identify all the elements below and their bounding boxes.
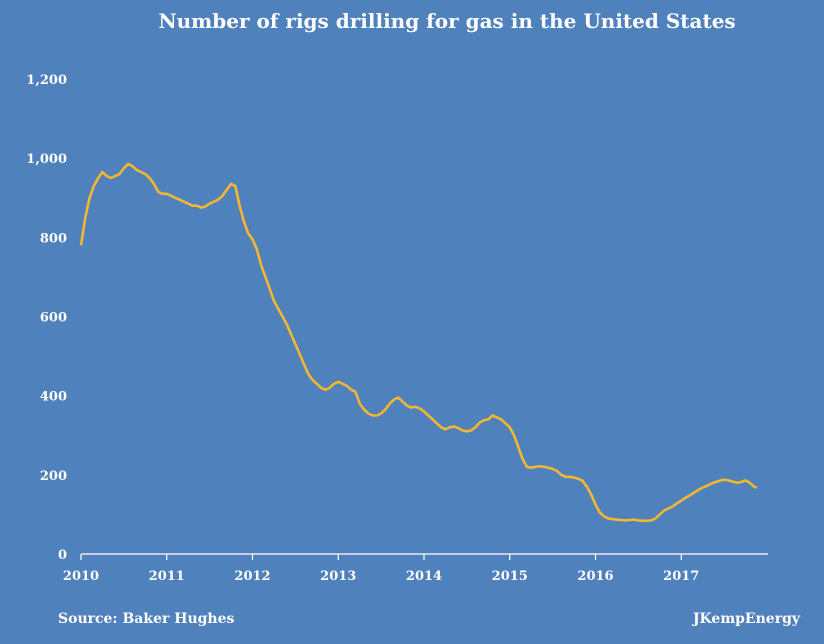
x-tick-label: 2011	[149, 569, 185, 584]
source-note: Source: Baker Hughes	[58, 611, 235, 627]
y-tick-label: 600	[40, 311, 67, 326]
y-tick-label: 1,000	[26, 152, 67, 167]
x-tick-label: 2016	[577, 569, 613, 584]
x-tick-label: 2010	[63, 569, 99, 584]
x-tick-label: 2015	[492, 569, 528, 584]
x-tick-label: 2014	[406, 569, 442, 584]
y-axis-ticks: 0 200 400 600 800 1,000 1,200	[26, 73, 67, 563]
x-tick-label: 2017	[663, 569, 699, 584]
y-tick-label: 200	[40, 469, 67, 484]
y-tick-label: 1,200	[26, 73, 67, 88]
series-group	[79, 162, 758, 523]
x-axis-ticks: 2010 2011 2012 2013 2014 2015 2016 2017	[63, 554, 699, 584]
credit-label: JKempEnergy	[691, 611, 801, 627]
y-tick-label: 800	[40, 231, 67, 246]
x-tick-label: 2012	[234, 569, 270, 584]
y-tick-label: 0	[58, 548, 67, 563]
series-line	[79, 162, 758, 523]
x-tick-label: 2013	[320, 569, 356, 584]
y-tick-label: 400	[40, 390, 67, 405]
chart-title: Number of rigs drilling for gas in the U…	[158, 9, 735, 33]
